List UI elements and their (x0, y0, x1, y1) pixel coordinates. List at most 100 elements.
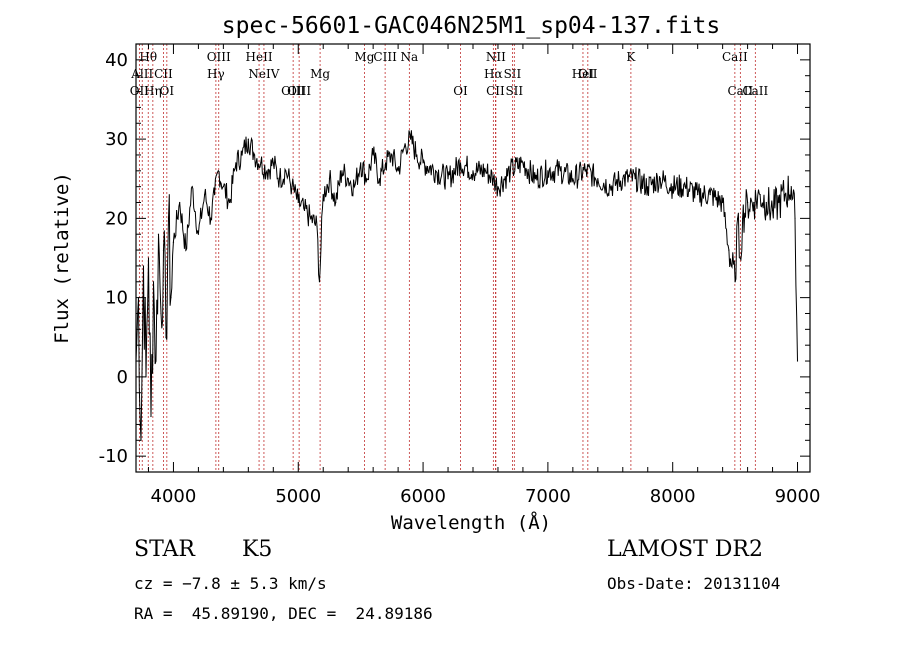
line-marker-label: SII (504, 67, 522, 81)
spectrum-point (310, 217, 312, 219)
spectrum-point (492, 178, 494, 180)
line-marker-label: NII (486, 50, 506, 64)
spectrum-point (697, 193, 699, 196)
spectrum-point (672, 186, 674, 188)
spectrum-point (165, 336, 167, 338)
spectrum-point (385, 162, 387, 164)
spectrum-point (147, 257, 150, 259)
spectrum-point (347, 178, 349, 180)
spectrum-point (753, 201, 755, 204)
spectrum-line (135, 130, 798, 441)
spectrum-point (353, 186, 356, 188)
spectrum-point (152, 281, 155, 283)
spectrum-point (235, 162, 237, 164)
x-tick-label: 7000 (525, 486, 571, 507)
spectrum-point (366, 178, 368, 180)
y-tick-label: -10 (99, 446, 128, 467)
y-tick-label: 10 (105, 288, 128, 309)
x-axis: 4000 5000 6000 7000 8000 9000 (147, 44, 820, 507)
spectrum-point (622, 178, 624, 180)
spectrum-point (297, 201, 299, 204)
line-marker-label: Mg (354, 50, 374, 64)
spectrum-point (285, 170, 287, 172)
line-marker-label: Hγ (207, 67, 225, 81)
obs-date: Obs-Date: 20131104 (607, 574, 781, 593)
line-marker-label: SII (505, 84, 523, 98)
spectrum-point (170, 297, 172, 299)
y-tick-label: 0 (117, 367, 128, 388)
line-marker-label: OI (453, 84, 468, 98)
line-marker-label: OIII (287, 84, 311, 98)
spectrum-point (391, 154, 393, 156)
spectrum-point (150, 415, 152, 418)
spectrum-point (247, 138, 249, 140)
y-axis-label: Flux (relative) (51, 172, 73, 344)
spectrum-point (179, 201, 181, 204)
line-markers: HθAlIIOIIHηCIIOIOIIIHγHeIINeIVOIIIOIIIMg… (130, 44, 768, 472)
spectrum-point (303, 209, 306, 212)
spectrum-point (204, 193, 206, 196)
spectrum-point (459, 162, 462, 164)
spectrum-point (322, 193, 324, 196)
spectrum-point (472, 170, 474, 172)
line-marker-label: Hα (484, 67, 503, 81)
spectrum-point (360, 162, 362, 164)
spectrum-point (214, 193, 216, 196)
spectrum-point (572, 178, 574, 180)
spectrum-point (291, 186, 293, 188)
spectrum-point (241, 154, 243, 156)
spectrum-point (796, 360, 799, 362)
object-type: STAR (134, 537, 195, 562)
line-marker-label: K (626, 50, 636, 64)
spectrum-point (759, 193, 761, 196)
spectrum-point (497, 186, 499, 188)
line-marker-label: AlII (130, 67, 153, 81)
spectrum-point (634, 178, 636, 180)
spectrum-point (409, 138, 412, 140)
line-marker-label: Na (401, 50, 419, 64)
line-marker-label: CIII (373, 50, 397, 64)
line-marker-label: HeI (572, 67, 595, 81)
spectrum-point (341, 170, 343, 172)
spectrum-point (191, 186, 193, 188)
spectrum-point (197, 233, 200, 235)
spectrum-point (157, 233, 160, 235)
line-marker-label: OIII (207, 50, 231, 64)
spectrum-point (155, 360, 157, 362)
line-marker-label: CaII (742, 84, 768, 98)
spectrum-point (222, 186, 224, 188)
spectrum-point (210, 217, 212, 219)
line-marker-label: CaII (722, 50, 748, 64)
spectrum-point (647, 186, 649, 188)
line-marker-label: CaII (727, 84, 753, 98)
spectrum-point (584, 170, 586, 172)
coordinates: RA = 45.89190, DEC = 24.89186 (134, 604, 433, 623)
spectrum-point (229, 201, 231, 204)
line-marker-label: NeIV (248, 67, 279, 81)
line-marker-label: Hη (144, 84, 162, 98)
spectrum-point (534, 178, 537, 180)
spectrum-point (794, 217, 796, 219)
line-marker-label: HeII (246, 50, 273, 64)
chart-title: spec-56601-GAC046N25M1_sp04-137.fits (222, 13, 721, 39)
spectrum-point (484, 170, 487, 172)
subclass: K5 (242, 537, 273, 562)
spectrum-point (260, 162, 262, 164)
line-marker-label: OIII (281, 84, 305, 98)
redshift-readout: cz = −7.8 ± 5.3 km/s (134, 574, 327, 593)
y-tick-label: 40 (105, 50, 128, 71)
spectrum-point (790, 186, 792, 188)
spectrum-point (778, 201, 780, 204)
spectrum-point (253, 154, 256, 156)
spectrum-point (217, 170, 219, 172)
x-tick-label: 5000 (275, 486, 321, 507)
spectrum-point (659, 178, 661, 180)
spectrum-point (378, 178, 380, 180)
spectrum-point (722, 201, 724, 204)
spectrum-point (318, 281, 321, 283)
spectrum-point (709, 193, 711, 196)
spectrum-point (278, 178, 281, 180)
line-marker-label: OI (160, 84, 175, 98)
spectrum-point (746, 201, 749, 204)
